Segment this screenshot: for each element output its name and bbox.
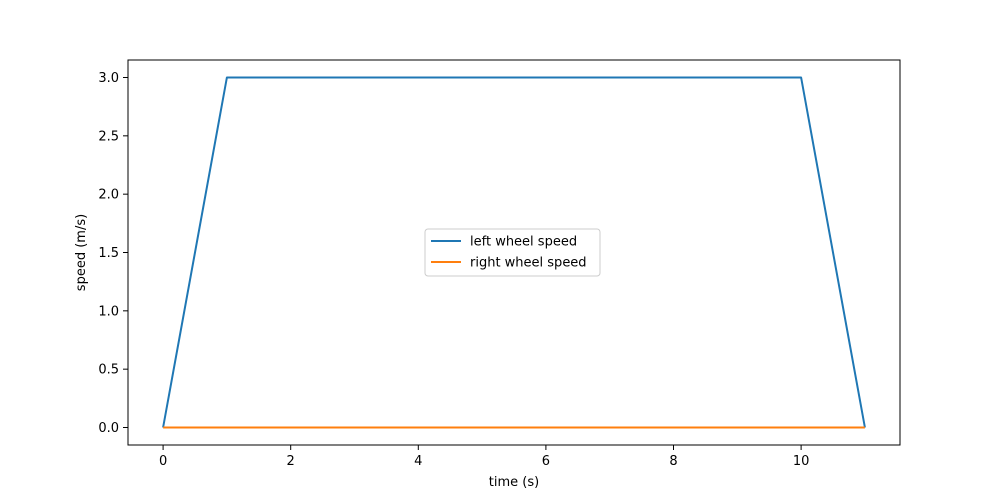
legend-frame xyxy=(424,228,601,277)
x-tick-label: 10 xyxy=(793,454,810,469)
y-tick-label: 1.5 xyxy=(98,246,119,261)
x-tick-label: 8 xyxy=(669,454,677,469)
y-axis-label: speed (m/s) xyxy=(74,214,89,291)
x-tick-label: 0 xyxy=(159,454,167,469)
plot-frame xyxy=(127,59,901,446)
x-axis-label: time (s) xyxy=(489,475,539,490)
y-tick-label: 2.5 xyxy=(98,129,119,144)
legend-label-right-wheel-speed: right wheel speed xyxy=(470,256,587,271)
y-tick-label: 0.0 xyxy=(98,421,119,436)
ticks-layer: 0 2 4 6 8 10 0.0 0.5 1.0 1.5 2.0 2.5 3.0 xyxy=(98,71,809,469)
x-tick-label: 2 xyxy=(287,454,295,469)
legend: left wheel speed right wheel speed xyxy=(424,228,601,277)
x-tick-label: 6 xyxy=(542,454,550,469)
series-layer xyxy=(162,76,866,429)
series-line-left-wheel-speed xyxy=(162,76,866,428)
y-tick-label: 3.0 xyxy=(98,71,119,86)
y-tick-label: 0.5 xyxy=(98,363,119,378)
y-tick-label: 2.0 xyxy=(98,188,119,203)
x-tick-label: 4 xyxy=(414,454,422,469)
y-tick-label: 1.0 xyxy=(98,304,119,319)
legend-label-left-wheel-speed: left wheel speed xyxy=(470,235,577,250)
